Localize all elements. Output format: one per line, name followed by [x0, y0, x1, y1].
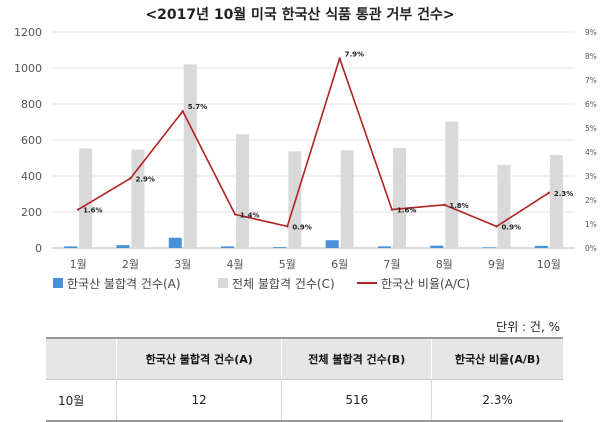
ratio-point [338, 57, 341, 60]
table-header-korea-rejections: 한국산 불합격 건수(A) [115, 337, 282, 380]
x-axis-ticks: 1월 2월 3월 4월 5월 6월 7월 8월 9월 10월 [70, 258, 561, 271]
y2-tick-label: 0% [585, 244, 597, 253]
ratio-point [181, 110, 184, 113]
x-tick-label: 3월 [174, 258, 191, 271]
ratio-data-label: 7.9% [345, 50, 364, 58]
ratio-line: 1.6% 2.9% 5.7% 1.4% 0.9% 7.9% 1.6% 1.8% 0.9% 2.3% [76, 50, 573, 231]
bar-korea-rejections [221, 246, 235, 248]
table-cell-ratio: 2.3% [431, 379, 563, 422]
ratio-point [495, 225, 498, 228]
left-axis-ticks: 0 200 400 600 800 1000 1200 [14, 26, 42, 255]
table-cell-month: 10월 [46, 379, 117, 422]
table-cell-korea-rejections: 12 [115, 379, 282, 422]
bar-korea-rejections [168, 237, 182, 248]
x-tick-label: 2월 [122, 258, 139, 271]
y-tick-label: 200 [21, 206, 42, 219]
combo-chart: <2017년 10월 미국 한국산 식품 통관 거부 건수> 1.6% 2.9% 5… [14, 6, 597, 291]
table-row: 10월 12 516 2.3% [46, 379, 563, 422]
y-tick-label: 800 [21, 98, 42, 111]
legend-label-total-rejections: 전체 불합격 건수(C) [232, 277, 335, 291]
y2-tick-label: 3% [585, 172, 597, 181]
x-tick-label: 7월 [383, 258, 400, 271]
y2-tick-label: 7% [585, 76, 597, 85]
summary-table: 한국산 불합격 건수(A) 전체 불합격 건수(B) 한국산 비율(A/B) 1… [46, 337, 563, 422]
ratio-data-label: 5.7% [188, 103, 207, 111]
table-header-blank [46, 337, 117, 380]
x-tick-label: 8월 [436, 258, 453, 271]
bar-korea-rejections [325, 240, 339, 248]
bar-total-rejections [497, 165, 511, 248]
bar-korea-rejections [377, 246, 391, 248]
ratio-line-path [77, 57, 550, 228]
bar-total-rejections [340, 150, 354, 248]
y2-tick-label: 5% [585, 124, 597, 133]
bars [64, 64, 563, 249]
x-tick-label: 5월 [279, 258, 296, 271]
x-tick-label: 1월 [70, 258, 87, 271]
table-cell-total-rejections: 516 [281, 379, 432, 422]
bar-total-rejections [236, 134, 250, 248]
y2-tick-label: 6% [585, 100, 597, 109]
y-tick-label: 1200 [14, 26, 42, 39]
ratio-data-label: 2.9% [135, 175, 154, 183]
bar-total-rejections [549, 155, 563, 248]
ratio-point [286, 225, 289, 228]
ratio-point [390, 208, 394, 211]
ratio-point [547, 191, 551, 194]
x-tick-label: 9월 [488, 258, 505, 271]
y-tick-label: 600 [21, 134, 42, 147]
legend-label-korea-rejections: 한국산 불합격 건수(A) [67, 277, 181, 291]
x-tick-label: 4월 [226, 258, 243, 271]
bar-total-rejections [131, 149, 145, 248]
y2-tick-label: 2% [585, 196, 597, 205]
x-tick-label: 10월 [537, 258, 561, 271]
ratio-point [443, 203, 446, 206]
y-tick-label: 0 [35, 242, 42, 255]
y2-tick-label: 9% [585, 28, 597, 37]
bar-korea-rejections [273, 247, 287, 248]
ratio-data-label: 1.8% [449, 202, 468, 210]
x-tick-label: 6월 [331, 258, 348, 271]
bar-korea-rejections [534, 245, 548, 248]
bar-korea-rejections [64, 246, 78, 248]
ratio-data-label: 1.4% [240, 211, 259, 219]
table-header-total-rejections: 전체 불합격 건수(B) [281, 337, 432, 380]
y-tick-label: 1000 [14, 62, 42, 75]
ratio-point [129, 177, 132, 180]
y2-tick-label: 4% [585, 148, 597, 157]
legend-swatch-korea-rejections [53, 278, 63, 288]
legend-swatch-total-rejections [218, 278, 228, 288]
table-header-ratio: 한국산 비율(A/B) [431, 337, 563, 380]
bar-total-rejections [79, 148, 93, 248]
ratio-data-label: 1.6% [83, 207, 102, 215]
chart-title: <2017년 10월 미국 한국산 식품 통관 거부 건수> [145, 6, 454, 23]
legend: 한국산 불합격 건수(A) 전체 불합격 건수(C) 한국산 비율(A/C) [53, 277, 470, 291]
y2-tick-label: 8% [585, 52, 597, 61]
unit-note: 단위 : 건, % [496, 320, 560, 334]
y-tick-label: 400 [21, 170, 42, 183]
table-header-row: 한국산 불합격 건수(A) 전체 불합격 건수(B) 한국산 비율(A/B) [46, 337, 563, 380]
bar-total-rejections [445, 121, 459, 248]
bar-korea-rejections [482, 247, 496, 248]
ratio-data-label: 0.9% [292, 223, 311, 231]
y2-tick-label: 1% [585, 220, 597, 229]
right-axis-ticks: 0% 1% 2% 3% 4% 5% 6% 7% 8% 9% [585, 28, 597, 253]
legend-label-ratio: 한국산 비율(A/C) [381, 277, 470, 291]
ratio-data-label: 2.3% [554, 190, 573, 198]
bar-korea-rejections [430, 245, 444, 248]
bar-total-rejections [392, 147, 406, 248]
ratio-point [76, 208, 80, 211]
ratio-point [233, 213, 237, 216]
ratio-data-label: 1.6% [397, 207, 416, 215]
ratio-data-label: 0.9% [502, 223, 521, 231]
bar-total-rejections [183, 64, 197, 249]
bar-korea-rejections [116, 245, 130, 248]
